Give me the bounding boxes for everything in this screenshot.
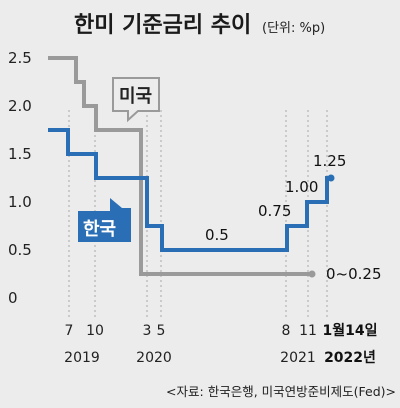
series-lines bbox=[48, 56, 335, 278]
data-label: 0.5 bbox=[205, 226, 229, 244]
legend-tag-kr: 한국 bbox=[78, 198, 131, 242]
data-label: 0~0.25 bbox=[326, 265, 382, 283]
chart-title: 한미 기준금리 추이 bbox=[74, 13, 251, 38]
data-label: 1.25 bbox=[313, 152, 346, 170]
x-tick-label: 1월14일 bbox=[323, 322, 378, 339]
series-line-kr bbox=[48, 128, 331, 252]
x-tick-label: 8 bbox=[282, 323, 291, 339]
y-tick-label: 0 bbox=[8, 289, 18, 307]
x-tick-label: 7 bbox=[65, 323, 74, 339]
year-label: 2021 bbox=[280, 350, 316, 366]
y-tick-label: 2.5 bbox=[8, 49, 32, 67]
series-end-point-kr bbox=[327, 174, 335, 182]
y-tick-label: 0.5 bbox=[8, 241, 32, 259]
data-label: 0.75 bbox=[258, 202, 291, 220]
point-labels: 0.5 0.75 1.00 1.25 0~0.25 bbox=[205, 152, 382, 283]
series-line-us bbox=[48, 56, 312, 276]
y-axis: 0 0.5 1.0 1.5 2.0 2.5 bbox=[8, 49, 32, 307]
year-label: 2019 bbox=[64, 350, 100, 366]
legend-tag-kr-label: 한국 bbox=[83, 219, 116, 240]
x-tick-label: 5 bbox=[157, 323, 166, 339]
legend-tag-us: 미국 bbox=[112, 77, 160, 123]
y-tick-label: 1.0 bbox=[8, 193, 32, 211]
series-end-point-us bbox=[308, 270, 316, 278]
x-axis: 7 10 3 5 8 11 1월14일 2019 2020 2021 2022년 bbox=[64, 322, 377, 366]
x-tick-label: 11 bbox=[299, 323, 317, 339]
source-text: <자료: 한국은행, 미국연방준비제도(Fed)> bbox=[166, 384, 396, 399]
x-tick-label: 10 bbox=[86, 323, 104, 339]
legend-tag-us-label: 미국 bbox=[119, 86, 152, 107]
year-label: 2020 bbox=[136, 350, 172, 366]
y-tick-label: 2.0 bbox=[8, 97, 32, 115]
unit-label: (단위: %p) bbox=[262, 21, 325, 36]
data-label: 1.00 bbox=[285, 178, 318, 196]
year-label: 2022년 bbox=[324, 350, 376, 366]
y-tick-label: 1.5 bbox=[8, 145, 32, 163]
x-tick-label: 3 bbox=[143, 323, 152, 339]
